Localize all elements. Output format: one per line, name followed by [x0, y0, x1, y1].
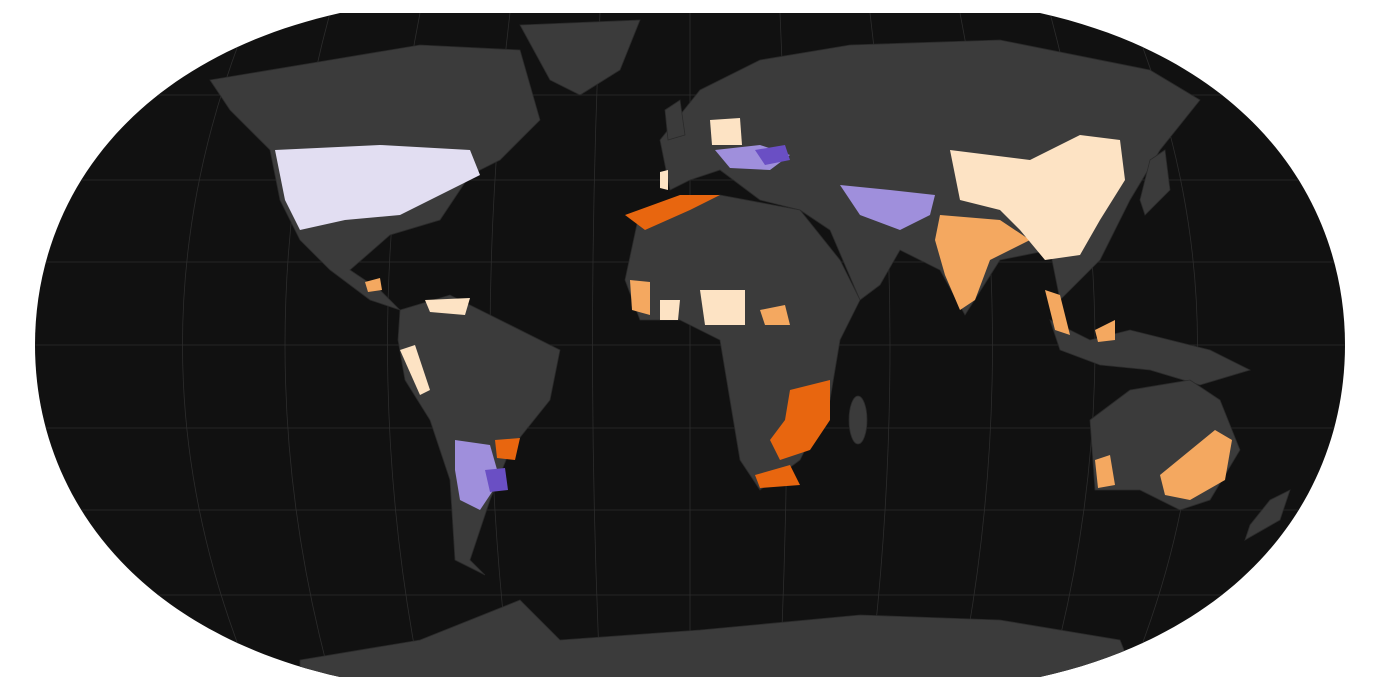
region-southeast-asia: [1045, 290, 1070, 335]
region-sahel: [660, 300, 680, 320]
japan: [1139, 149, 1171, 216]
greenland: [519, 19, 641, 96]
region-balkans: [755, 145, 790, 165]
region-iran: [840, 185, 935, 230]
region-west-africa: [630, 280, 650, 315]
region-south-africa: [755, 465, 800, 488]
region-india: [935, 215, 1030, 310]
region-andes: [400, 345, 430, 395]
region-central-america: [365, 278, 382, 292]
uk: [664, 99, 686, 141]
region-australia-east: [1160, 430, 1232, 500]
region-borneo: [1095, 320, 1115, 342]
region-nigeria: [700, 290, 745, 325]
region-australia-west: [1095, 455, 1115, 488]
region-iberia: [660, 170, 668, 190]
new-zealand: [1244, 489, 1291, 541]
south-america: [397, 294, 561, 576]
map-content: [35, 13, 1345, 677]
region-us: [275, 145, 480, 230]
region-southern-africa: [770, 380, 830, 460]
region-east-africa: [760, 305, 790, 325]
region-uruguay: [485, 468, 508, 492]
region-china: [950, 135, 1125, 260]
continents: [209, 19, 1291, 677]
region-maghreb: [625, 195, 720, 230]
indonesia: [1049, 319, 1252, 386]
highlighted-regions: [275, 118, 1232, 510]
antarctica: [299, 599, 1141, 677]
region-southern-brazil: [495, 438, 520, 460]
madagascar: [848, 395, 868, 445]
region-venezuela: [425, 298, 470, 315]
region-europe-west: [710, 118, 742, 145]
region-argentina: [455, 440, 500, 510]
